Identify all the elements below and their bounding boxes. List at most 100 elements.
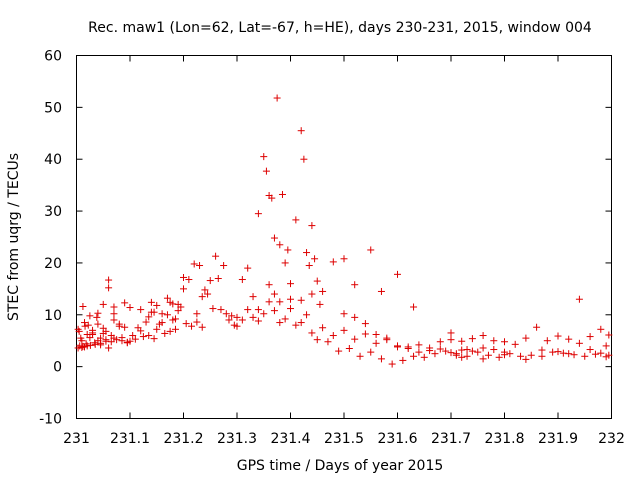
data-point [142, 318, 150, 326]
data-point [118, 337, 126, 345]
x-tick-label: 231.4 [270, 431, 310, 447]
data-point [468, 347, 476, 355]
data-point [123, 339, 131, 347]
data-point [605, 351, 613, 359]
data-point [501, 338, 508, 346]
data-point [287, 305, 294, 313]
data-point [86, 341, 94, 349]
data-point [605, 331, 613, 339]
data-point [329, 332, 337, 340]
data-point [575, 339, 583, 347]
data-point [126, 304, 134, 312]
data-point [153, 325, 161, 333]
data-point [394, 270, 401, 278]
data-point [198, 323, 206, 331]
data-point [260, 153, 268, 161]
data-point [538, 346, 546, 354]
data-point [249, 313, 257, 321]
data-point [533, 323, 541, 331]
data-point [522, 334, 530, 342]
data-point [597, 349, 605, 357]
data-point [276, 298, 284, 306]
data-point [305, 262, 313, 270]
data-point [270, 290, 278, 298]
data-point [308, 290, 316, 298]
data-point [147, 308, 155, 316]
x-tick-label: 231.1 [110, 431, 150, 447]
data-point [351, 313, 359, 321]
data-point [292, 216, 300, 224]
data-point [581, 352, 589, 360]
data-point [586, 333, 594, 341]
data-point [93, 313, 101, 321]
data-point [254, 306, 262, 314]
data-point [319, 324, 327, 332]
data-point [233, 313, 241, 321]
data-point [105, 344, 113, 352]
data-point [134, 324, 142, 332]
data-point [212, 252, 220, 260]
data-point [121, 299, 129, 307]
data-point [559, 349, 567, 357]
data-point [377, 355, 385, 363]
data-point [300, 155, 308, 163]
data-point [394, 342, 401, 350]
data-point [522, 355, 530, 363]
data-point [474, 348, 482, 356]
data-point [137, 306, 145, 314]
data-point [479, 344, 487, 352]
data-point [129, 332, 137, 340]
data-point [244, 264, 252, 272]
data-point [554, 348, 562, 356]
data-point [110, 316, 118, 324]
data-point [84, 321, 92, 329]
data-point [158, 310, 166, 318]
data-point [182, 320, 190, 328]
data-point [506, 350, 514, 358]
y-tick-label: 30 [44, 204, 62, 220]
data-point [238, 276, 246, 284]
data-point [81, 319, 89, 327]
data-point [86, 334, 94, 342]
axis-ticks [76, 55, 612, 419]
data-point [303, 249, 311, 257]
data-point [452, 350, 460, 358]
data-point [188, 322, 196, 330]
data-point [91, 340, 99, 348]
data-point [308, 222, 316, 230]
data-point [244, 306, 252, 314]
data-point [110, 303, 118, 311]
data-point [420, 353, 428, 361]
data-point [161, 329, 169, 337]
data-point [377, 287, 385, 295]
data-point [110, 334, 118, 342]
x-axis-label: GPS time / Days of year 2015 [237, 458, 444, 474]
data-point [196, 262, 204, 270]
data-point [463, 352, 471, 360]
data-point [404, 343, 412, 351]
data-point [575, 295, 583, 303]
data-point [410, 352, 418, 360]
data-point [81, 322, 89, 330]
data-point [185, 276, 193, 284]
data-point [597, 325, 605, 333]
data-point [356, 352, 364, 360]
data-point [316, 300, 324, 308]
data-point [110, 310, 118, 318]
data-point [201, 286, 209, 294]
data-point [297, 127, 305, 135]
data-point [340, 326, 348, 334]
data-point [447, 349, 455, 357]
data-point [163, 294, 171, 302]
data-point [329, 258, 337, 266]
data-point [602, 342, 610, 350]
data-point [163, 311, 171, 319]
data-point [372, 330, 380, 338]
data-point [308, 329, 316, 337]
data-point [549, 348, 557, 356]
x-tick-label: 231.2 [163, 431, 203, 447]
data-point [361, 320, 369, 328]
y-tick-label: 40 [44, 152, 62, 168]
data-point [554, 332, 562, 340]
y-axis-label: STEC from uqrg / TECUs [6, 153, 22, 321]
